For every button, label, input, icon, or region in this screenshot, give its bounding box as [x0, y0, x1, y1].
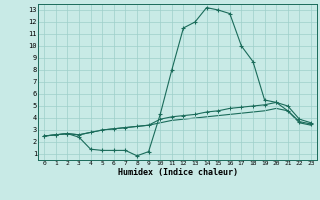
X-axis label: Humidex (Indice chaleur): Humidex (Indice chaleur) [118, 168, 238, 177]
